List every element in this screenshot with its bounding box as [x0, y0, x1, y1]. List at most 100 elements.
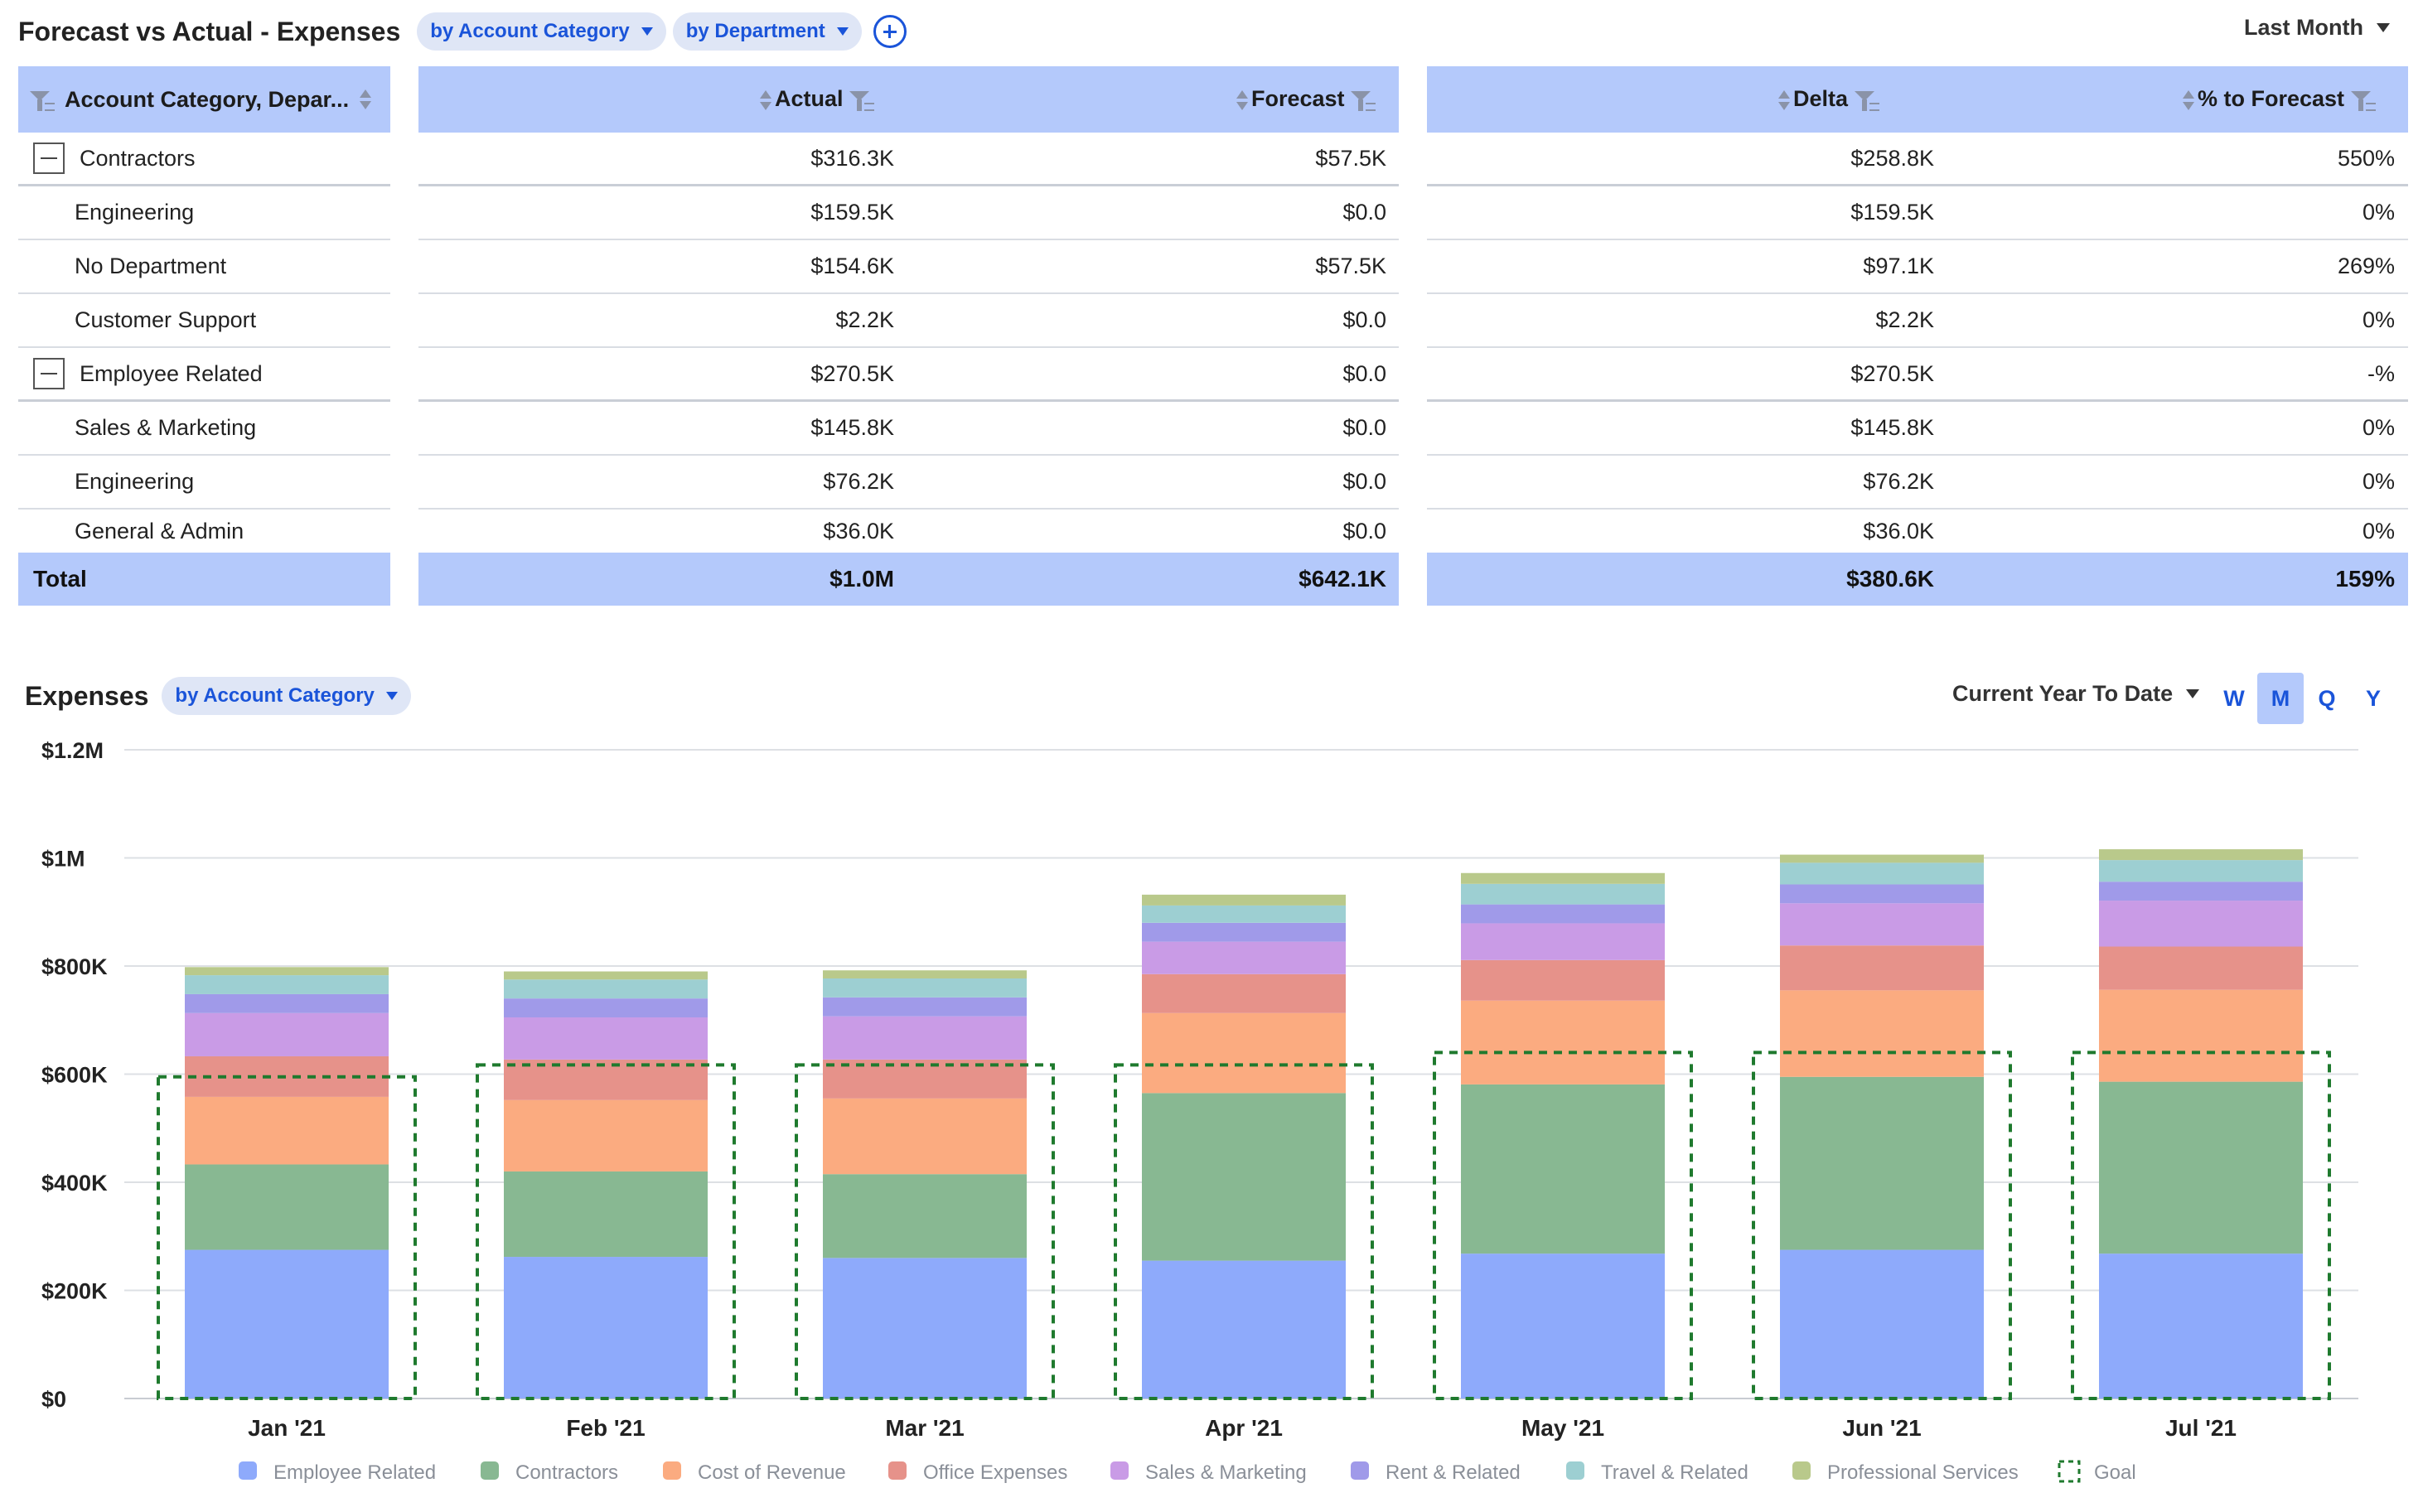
cell-pct: 269% [2337, 254, 2395, 278]
table-row: Customer Support [18, 294, 390, 348]
actual-header-label: Actual [775, 86, 844, 112]
delta-header[interactable]: Delta [1778, 86, 1879, 113]
bar-segment-travel-related [1780, 862, 1984, 885]
total-pct: 159% [2335, 566, 2395, 592]
table-row: Engineering [18, 186, 390, 240]
chart-range-dropdown[interactable]: Current Year To Date [1952, 681, 2200, 707]
cell-pct: 0% [2362, 307, 2395, 332]
bar-segment-travel-related [185, 975, 389, 994]
filter-icon[interactable] [1351, 88, 1376, 113]
table-row: $97.1K 269% [1427, 240, 2408, 294]
pct-header-label: % to Forecast [2198, 86, 2345, 112]
cell-actual: $316.3K [810, 145, 894, 171]
legend-label: Rent & Related [1386, 1461, 1521, 1484]
table-group-row[interactable]: Contractors [18, 133, 390, 186]
sort-icon[interactable] [360, 88, 371, 111]
add-filter-icon[interactable] [873, 15, 907, 48]
cell-actual: $145.8K [810, 415, 894, 440]
account-category-filter[interactable]: by Account Category [417, 12, 666, 51]
bar-segment-employee-related [823, 1258, 1027, 1398]
row-label: Contractors [80, 145, 196, 171]
collapse-icon[interactable] [33, 143, 65, 174]
row-label: Engineering [75, 200, 195, 225]
table-row: Engineering [18, 456, 390, 510]
bar-segment-employee-related [504, 1257, 708, 1398]
chevron-down-icon [2186, 689, 2200, 698]
bar-segment-professional-services [1461, 872, 1665, 884]
table-row: $258.8K 550% [1427, 133, 2408, 186]
y-tick-label: $600K [41, 1063, 108, 1088]
delta-pct-columns: Delta % to Forecast $258.8K 550% $159.5K 0%… [1427, 66, 2408, 606]
total-row-delta: $380.6K 159% [1427, 553, 2408, 606]
date-range-label: Last Month [2244, 15, 2363, 40]
chevron-down-icon [2377, 23, 2390, 32]
legend-label: Contractors [515, 1461, 618, 1484]
bar-segment-sales-marketing [185, 1012, 389, 1056]
x-tick-label: Jul '21 [2165, 1415, 2237, 1441]
total-forecast: $642.1K [1299, 566, 1386, 592]
bar-segment-contractors [185, 1164, 389, 1250]
date-range-dropdown[interactable]: Last Month [2244, 15, 2390, 41]
bar-segment-cost-of-revenue [1780, 990, 1984, 1077]
bar-segment-cost-of-revenue [504, 1099, 708, 1171]
table-group-row[interactable]: Employee Related [18, 348, 390, 402]
sort-icon[interactable] [2183, 89, 2194, 112]
cell-actual: $270.5K [810, 360, 894, 386]
bar-segment-office-expenses [1461, 959, 1665, 1001]
table-row: $36.0K $0.0 [418, 510, 1399, 553]
bar-segment-sales-marketing [504, 1017, 708, 1060]
category-header[interactable]: Account Category, Depar... [18, 66, 390, 133]
cell-pct: -% [2367, 360, 2395, 386]
legend-label: Travel & Related [1601, 1461, 1748, 1484]
goal-marker [1752, 1051, 2012, 1401]
legend-swatch [481, 1461, 499, 1480]
bar-segment-rent-related [504, 998, 708, 1017]
row-label: Employee Related [80, 360, 263, 386]
period-week-button[interactable]: W [2223, 685, 2245, 711]
expenses-title: Expenses [25, 680, 149, 711]
bar-segment-employee-related [1461, 1254, 1665, 1398]
expenses-category-filter[interactable]: by Account Category [162, 677, 411, 715]
bar-segment-travel-related [2099, 860, 2303, 882]
bar-segment-contractors [1142, 1093, 1346, 1261]
legend-label: Office Expenses [923, 1461, 1067, 1484]
bar-segment-travel-related [504, 979, 708, 999]
x-tick-label: May '21 [1521, 1415, 1604, 1441]
x-tick-label: Apr '21 [1205, 1415, 1283, 1441]
bar-segment-sales-marketing [1780, 903, 1984, 946]
table-row: $145.8K 0% [1427, 402, 2408, 456]
sort-icon[interactable] [1236, 89, 1248, 112]
total-delta: $380.6K [1846, 566, 1934, 592]
table-row: $316.3K $57.5K [418, 133, 1399, 186]
bar-segment-travel-related [1142, 905, 1346, 923]
cell-forecast: $0.0 [1342, 200, 1386, 225]
cell-pct: 0% [2362, 469, 2395, 494]
collapse-icon[interactable] [33, 358, 65, 389]
row-label: Engineering [75, 469, 195, 494]
sort-icon[interactable] [1778, 89, 1790, 112]
period-month-button[interactable]: M [2257, 673, 2304, 724]
period-quarter-button[interactable]: Q [2318, 685, 2336, 711]
expenses-filter-label: by Account Category [175, 684, 375, 707]
filter-icon[interactable] [849, 88, 875, 113]
bar-segment-office-expenses [823, 1059, 1027, 1099]
actual-forecast-header: Actual Forecast [418, 66, 1399, 133]
filter-icon[interactable] [2350, 88, 2376, 113]
period-year-button[interactable]: Y [2365, 685, 2381, 711]
x-tick-label: Jun '21 [1842, 1415, 1921, 1441]
sort-icon[interactable] [760, 89, 771, 112]
table-row: $2.2K $0.0 [418, 294, 1399, 348]
forecast-header[interactable]: Forecast [1236, 86, 1376, 113]
y-tick-label: $200K [41, 1279, 108, 1304]
filter-icon[interactable] [1854, 88, 1879, 113]
department-filter[interactable]: by Department [672, 12, 862, 51]
legend-label: Cost of Revenue [698, 1461, 846, 1484]
filter-icon[interactable] [30, 88, 55, 113]
bar-segment-travel-related [823, 978, 1027, 998]
cell-delta: $258.8K [1850, 145, 1934, 171]
actual-header[interactable]: Actual [760, 86, 875, 113]
bar-segment-rent-related [185, 993, 389, 1013]
pct-header[interactable]: % to Forecast [2183, 86, 2376, 113]
legend-label: Professional Services [1827, 1461, 2019, 1484]
chevron-down-icon [641, 27, 653, 36]
